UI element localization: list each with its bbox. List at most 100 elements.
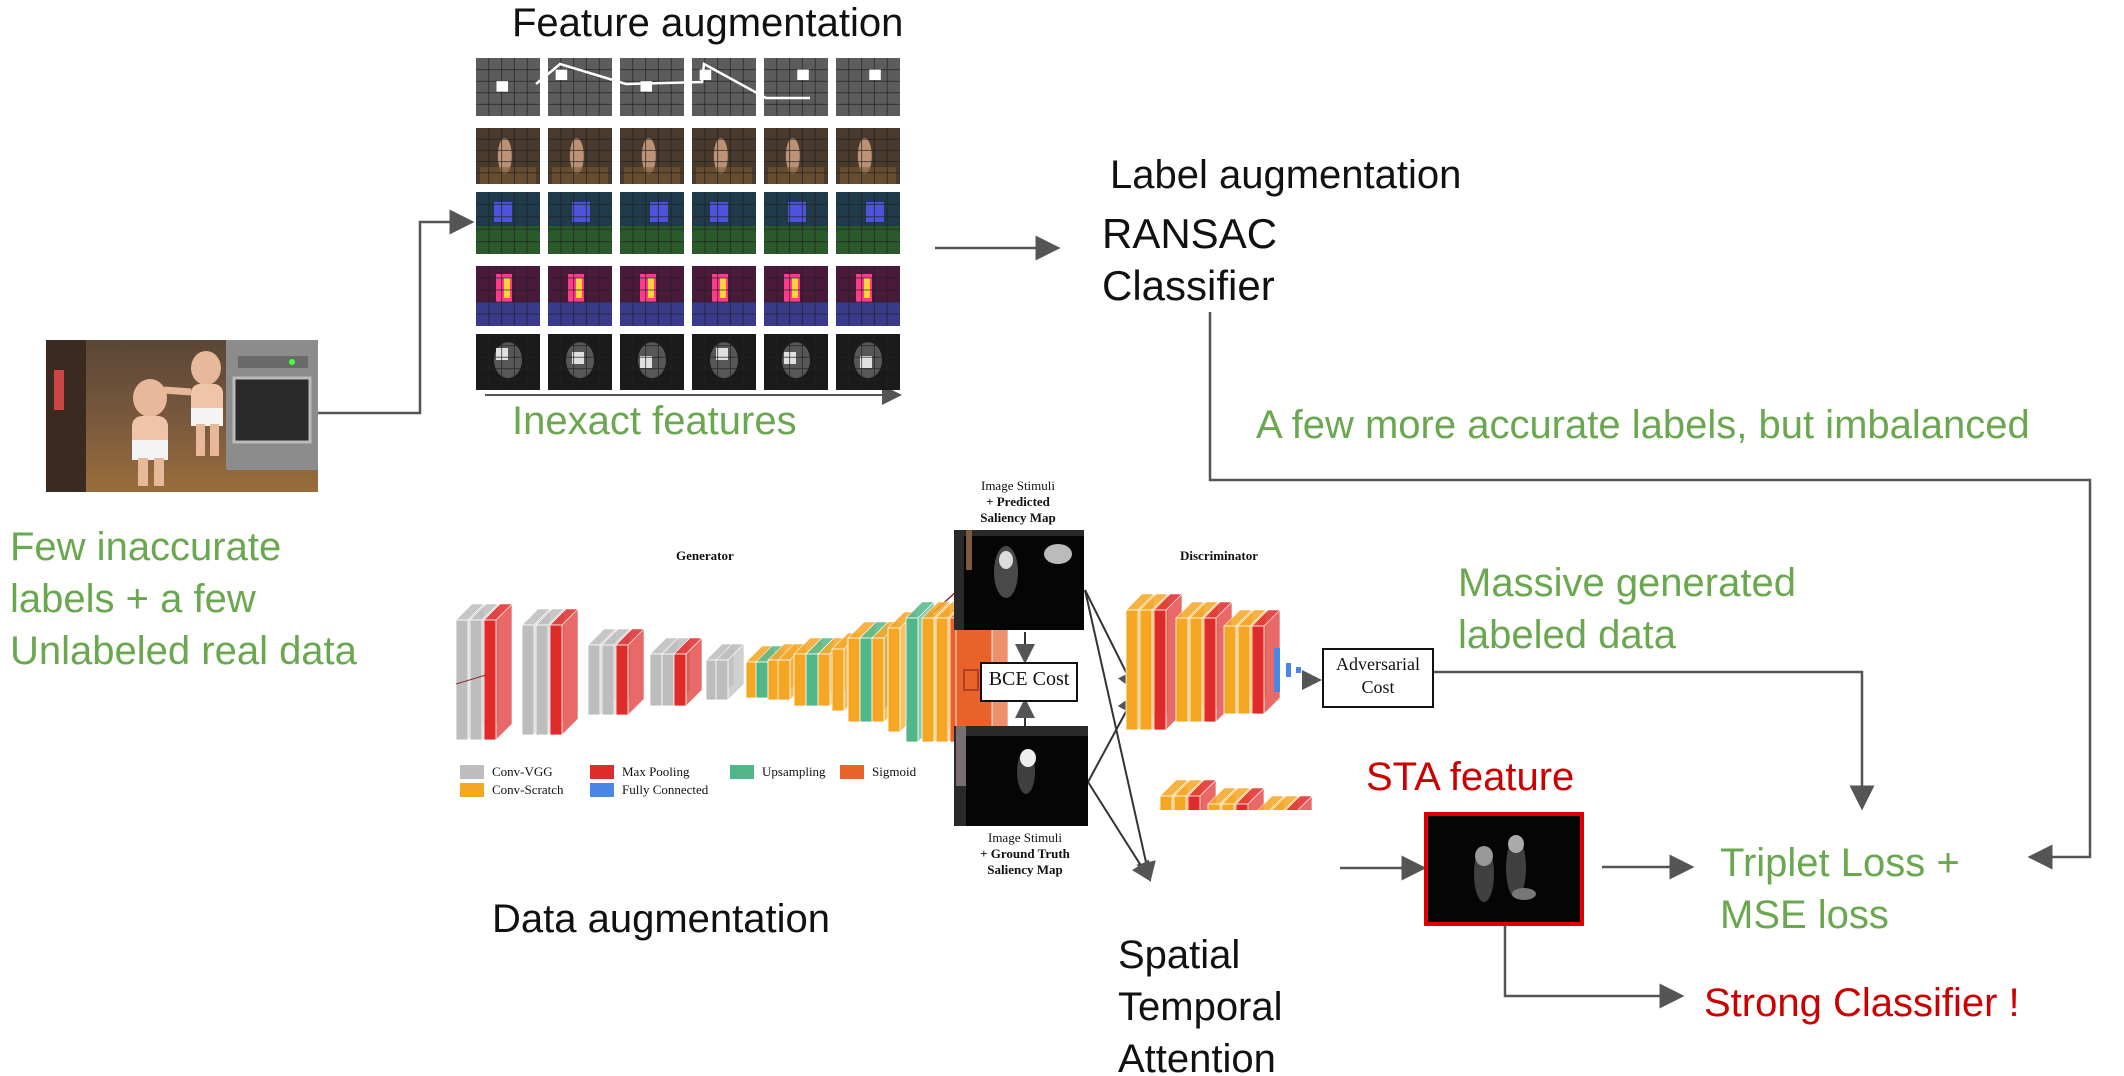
feature-frame xyxy=(836,128,900,184)
layer-legend: Conv-VGG Conv-Scratch Max Pooling Fully Con… xyxy=(460,764,960,804)
sigmoid-patch xyxy=(963,669,979,691)
feature-frame xyxy=(764,192,828,254)
predicted-saliency-map xyxy=(954,530,1084,630)
feature-frame xyxy=(764,128,828,184)
legend-label: Max Pooling xyxy=(622,764,690,779)
feature-augmentation-title: Feature augmentation xyxy=(512,1,904,45)
feature-frame xyxy=(620,192,684,254)
discriminator-network xyxy=(1125,593,1301,731)
feature-frame xyxy=(764,58,828,116)
legend-swatch xyxy=(840,765,864,779)
triplet-loss-text-1: Triplet Loss + xyxy=(1720,841,1960,885)
fc-layer xyxy=(1296,667,1301,673)
stimuli-gt-label-2: + Ground Truth xyxy=(980,846,1070,861)
bce-cost-box xyxy=(980,662,1078,702)
stimuli-pred-label-2: + Predicted xyxy=(986,494,1050,509)
adversarial-cost-box xyxy=(1322,648,1434,708)
arrow-pred-to-att xyxy=(1084,589,1156,882)
fc-layer xyxy=(1286,663,1291,677)
feature-frame xyxy=(476,266,540,326)
legend-item: Conv-VGG xyxy=(460,764,553,780)
feature-frame xyxy=(476,192,540,254)
legend-label: Sigmoid xyxy=(872,764,917,779)
spatial-temporal-text-3: Attention xyxy=(1118,1037,1276,1076)
generator-label: Generator xyxy=(676,548,734,563)
feature-frame xyxy=(764,266,828,326)
feature-frame xyxy=(692,192,756,254)
feature-frame xyxy=(692,266,756,326)
network-layer xyxy=(715,643,745,701)
sta-feature-title: STA feature xyxy=(1366,755,1575,799)
network-layer xyxy=(1285,795,1313,810)
attention-network xyxy=(1159,779,1313,810)
network-layer xyxy=(615,628,645,716)
arrow-gt-to-att xyxy=(1087,781,1152,882)
feature-frame xyxy=(476,334,540,390)
data-augmentation-title: Data augmentation xyxy=(492,897,831,941)
massive-generated-text-1: Massive generated xyxy=(1458,561,1796,605)
feature-frame xyxy=(836,266,900,326)
stimuli-pred-label-1: Image Stimuli xyxy=(980,478,1056,493)
ransac-label-1: RANSAC xyxy=(1102,210,1278,257)
feature-frame xyxy=(548,334,612,390)
legend-item: Sigmoid xyxy=(840,764,916,780)
feature-augmentation-grid xyxy=(476,58,900,390)
spatial-temporal-text-2: Temporal xyxy=(1118,985,1283,1029)
ground-truth-saliency-map xyxy=(954,726,1088,826)
legend-label: Conv-VGG xyxy=(492,764,553,779)
legend-item: Conv-Scratch xyxy=(460,782,563,798)
fc-layer xyxy=(1274,648,1280,692)
feature-frame xyxy=(476,58,540,116)
sta-feature-map xyxy=(1424,812,1584,926)
feature-frame xyxy=(620,266,684,326)
network-layer xyxy=(483,603,513,741)
feature-frame xyxy=(836,58,900,116)
network-layer xyxy=(1235,787,1265,810)
feature-trajectory xyxy=(535,62,810,100)
legend-label: Upsampling xyxy=(762,764,826,779)
legend-label: Fully Connected xyxy=(622,782,709,797)
network-layer xyxy=(673,637,703,707)
legend-item: Upsampling xyxy=(730,764,826,780)
feature-frame xyxy=(548,192,612,254)
arrow-adv-to-triplet xyxy=(1432,670,1875,811)
massive-generated-text-2: labeled data xyxy=(1458,613,1676,657)
spatial-temporal-text-1: Spatial xyxy=(1118,933,1241,977)
legend-swatch xyxy=(590,765,614,779)
few-inaccurate-text-2: labels + a few xyxy=(10,577,256,621)
feature-frame xyxy=(548,128,612,184)
triplet-loss-text-2: MSE loss xyxy=(1720,893,1889,937)
feature-frame xyxy=(548,266,612,326)
legend-item: Max Pooling xyxy=(590,764,690,780)
legend-item: Fully Connected xyxy=(590,782,708,798)
few-inaccurate-text-1: Few inaccurate xyxy=(10,525,282,569)
feature-frame xyxy=(836,334,900,390)
legend-swatch xyxy=(460,783,484,797)
arrow-image-to-features xyxy=(318,209,475,415)
ransac-label-2: Classifier xyxy=(1102,262,1275,309)
label-augmentation-title: Label augmentation xyxy=(1110,153,1462,197)
feature-frame xyxy=(764,334,828,390)
network-layer xyxy=(549,608,579,736)
bce-cost-label: BCE Cost xyxy=(988,668,1070,690)
legend-swatch xyxy=(460,765,484,779)
adversarial-cost-label-1: Adversarial xyxy=(1336,654,1420,674)
feature-frame xyxy=(692,334,756,390)
arrow-sta-to-strong xyxy=(1503,926,1685,1009)
feature-frame xyxy=(620,58,684,116)
few-more-labels-text: A few more accurate labels, but imbalanc… xyxy=(1256,403,2030,447)
input-line xyxy=(456,674,487,685)
stimuli-gt-label-3: Saliency Map xyxy=(987,862,1063,877)
feature-frame xyxy=(476,128,540,184)
feature-frame xyxy=(620,128,684,184)
input-video-frame xyxy=(46,340,318,492)
strong-classifier-text: Strong Classifier ! xyxy=(1704,981,2020,1025)
legend-swatch xyxy=(590,783,614,797)
feature-frame xyxy=(548,58,612,116)
adversarial-cost-label-2: Cost xyxy=(1361,677,1395,697)
arrow-ransac-to-triplet xyxy=(1208,312,2092,870)
stimuli-gt-label-1: Image Stimuli xyxy=(987,830,1063,845)
few-inaccurate-text-3: Unlabeled real data xyxy=(10,629,357,673)
